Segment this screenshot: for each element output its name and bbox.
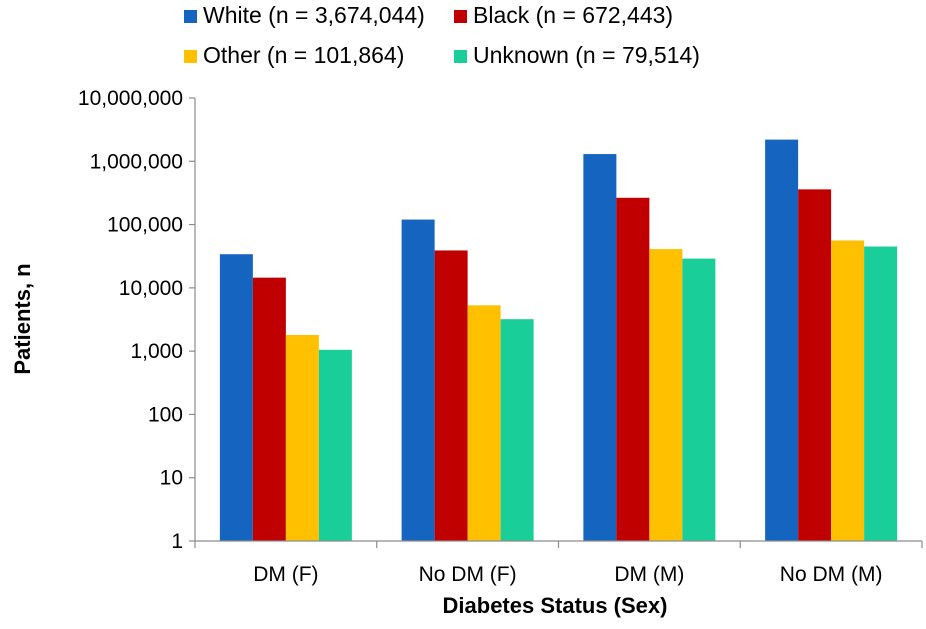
x-tick-label-no-dm-m: No DM (M) bbox=[780, 563, 883, 586]
y-tick-label: 10 bbox=[160, 467, 183, 490]
x-axis: DM (F) No DM (F) DM (M) No DM (M) bbox=[195, 541, 922, 586]
y-axis: 1 10 100 1,000 10,000 100,000 1,000,000 10,000,… bbox=[78, 87, 195, 553]
bar-unknown-no-dm-m bbox=[864, 247, 897, 541]
bar-unknown-dm-m bbox=[682, 259, 715, 541]
legend-label-black: Black (n = 672,443) bbox=[473, 2, 673, 28]
bar-black-no-dm-f bbox=[435, 250, 468, 541]
x-tick-label-dm-m: DM (M) bbox=[614, 563, 684, 586]
y-tick-label: 10,000 bbox=[119, 277, 183, 300]
bar-other-no-dm-f bbox=[468, 305, 501, 541]
bars bbox=[220, 140, 897, 541]
bar-white-no-dm-f bbox=[402, 220, 435, 541]
y-tick-label: 10,000,000 bbox=[78, 87, 183, 110]
y-axis-title: Patients, n bbox=[10, 263, 35, 374]
legend-label-other: Other (n = 101,864) bbox=[203, 42, 404, 68]
bar-unknown-no-dm-f bbox=[501, 319, 534, 541]
legend-swatch-black bbox=[454, 10, 467, 23]
y-tick-label: 100,000 bbox=[107, 214, 183, 237]
bar-white-dm-f bbox=[220, 254, 253, 541]
y-tick-label: 100 bbox=[148, 403, 183, 426]
x-axis-title: Diabetes Status (Sex) bbox=[443, 593, 668, 618]
legend-swatch-unknown bbox=[454, 50, 467, 63]
legend-swatch-white bbox=[184, 10, 197, 23]
legend-label-unknown: Unknown (n = 79,514) bbox=[473, 42, 700, 68]
y-tick-label: 1,000,000 bbox=[90, 150, 183, 173]
legend-label-white: White (n = 3,674,044) bbox=[203, 2, 425, 28]
bar-black-dm-f bbox=[253, 278, 286, 541]
bar-white-dm-m bbox=[583, 154, 616, 541]
y-tick-label: 1,000 bbox=[130, 340, 183, 363]
bar-other-no-dm-m bbox=[831, 241, 864, 541]
y-tick-label: 1 bbox=[171, 530, 183, 553]
bar-black-dm-m bbox=[616, 198, 649, 541]
bar-other-dm-m bbox=[649, 249, 682, 541]
legend: White (n = 3,674,044) Black (n = 672,443)… bbox=[184, 2, 700, 68]
legend-swatch-other bbox=[184, 50, 197, 63]
bar-black-no-dm-m bbox=[798, 189, 831, 541]
bar-white-no-dm-m bbox=[765, 140, 798, 541]
bar-unknown-dm-f bbox=[319, 350, 352, 541]
x-tick-label-dm-f: DM (F) bbox=[253, 563, 318, 586]
x-tick-label-no-dm-f: No DM (F) bbox=[419, 563, 517, 586]
bar-other-dm-f bbox=[286, 335, 319, 541]
